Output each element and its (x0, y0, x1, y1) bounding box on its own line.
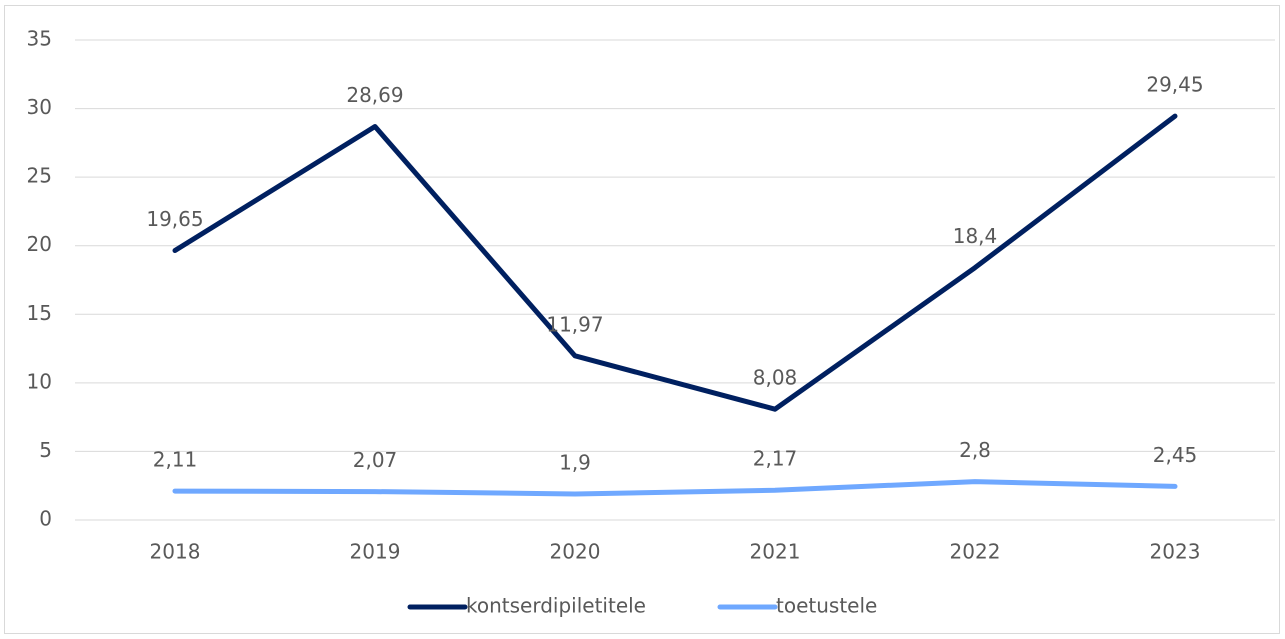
data-label: 18,4 (953, 224, 998, 248)
series-line (172, 479, 1178, 497)
x-tick-label: 2020 (550, 540, 601, 564)
data-label: 29,45 (1146, 73, 1203, 97)
x-tick-label: 2019 (350, 540, 401, 564)
data-label: 2,8 (959, 438, 991, 462)
legend-label: kontserdipiletitele (466, 594, 646, 618)
data-label: 19,65 (146, 207, 203, 231)
series-line (172, 113, 1178, 412)
data-label: 2,07 (353, 448, 398, 472)
legend-label: toetustele (776, 594, 877, 618)
data-label: 11,97 (546, 312, 603, 336)
y-tick-label: 5 (39, 438, 52, 462)
x-tick-label: 2018 (150, 540, 201, 564)
y-tick-label: 10 (27, 369, 52, 393)
data-label: 28,69 (346, 83, 403, 107)
data-label: 2,11 (153, 448, 198, 472)
y-tick-label: 0 (39, 507, 52, 531)
y-tick-label: 25 (27, 164, 52, 188)
y-tick-label: 15 (27, 301, 52, 325)
data-label: 8,08 (753, 366, 798, 390)
data-label: 1,9 (559, 450, 591, 474)
y-tick-label: 30 (27, 95, 52, 119)
y-tick-label: 20 (27, 232, 52, 256)
data-label: 2,17 (753, 447, 798, 471)
chart-border (4, 5, 1280, 634)
x-tick-label: 2022 (950, 540, 1001, 564)
data-label: 2,45 (1153, 443, 1198, 467)
x-tick-label: 2023 (1150, 540, 1201, 564)
x-tick-label: 2021 (750, 540, 801, 564)
y-tick-label: 35 (27, 27, 52, 51)
